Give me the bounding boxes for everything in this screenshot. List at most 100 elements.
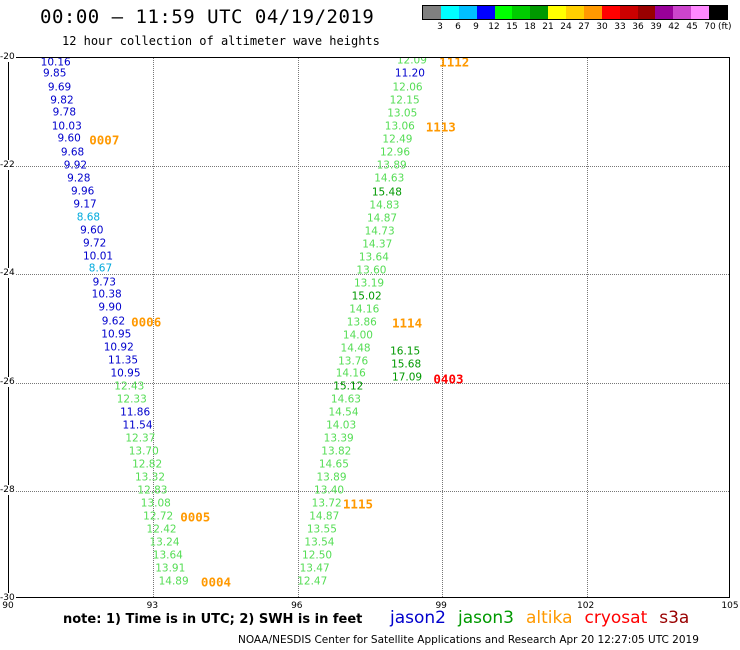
legend-item-s3a: s3a [659,608,690,628]
wave-height-value: 15.68 [391,358,422,371]
latitude-gridline [9,382,729,384]
wave-height-value: 8.67 [88,262,113,275]
wave-height-value: 9.96 [70,185,95,198]
color-scale-cell [655,6,674,19]
pass-time-label: 1112 [439,57,470,70]
color-scale-cell [512,6,531,19]
color-scale-cell [494,6,513,19]
wave-height-value: 9.92 [63,159,88,172]
wave-height-value: 12.09 [396,57,427,67]
wave-height-value: 14.16 [349,303,380,316]
wave-height-value: 13.70 [128,445,159,458]
units-note: note: 1) Time is in UTC; 2) SWH is in fe… [63,612,363,627]
color-scale-cell [548,6,566,19]
wave-height-value: 9.82 [50,94,74,107]
wave-height-value: 13.19 [354,277,385,290]
wave-height-value: 14.00 [342,329,373,342]
wave-height-value: 12.42 [146,523,177,536]
wave-height-value: 13.32 [134,471,166,484]
latitude-label: -20 [0,52,16,62]
color-scale-cell [601,6,620,19]
legend-item-altika: altika [526,608,573,628]
color-scale-legend: 3 6 9 12 15 18 21 24 27 30 33 36 39 42 45 70 (ft) [422,5,732,33]
wave-height-value: 12.82 [132,458,163,471]
color-scale-tick-label: 3 [437,22,443,32]
latitude-gridline [9,274,729,276]
color-scale-cell [458,6,477,19]
wave-height-value: 10.38 [91,288,122,301]
color-scale-cell [709,6,727,19]
latitude-label: -28 [0,484,16,495]
pass-time-label: 0004 [200,574,232,590]
wave-height-value: 14.73 [364,225,395,238]
color-scale-tick-label: 24 [560,22,572,32]
color-scale-tick-label: 15 [506,22,518,32]
footer-credit: NOAA/NESDIS Center for Satellite Applica… [238,634,699,646]
latitude-label: -30 [0,593,16,603]
color-scale-tick-label: 36 [632,22,644,32]
longitude-label: 90 [2,601,14,611]
wave-height-value: 13.76 [338,355,369,367]
wave-height-value: 13.91 [155,562,186,575]
color-scale-cell [566,6,584,19]
color-scale-tick-label: 18 [524,22,536,32]
legend-item-cryosat: cryosat [584,608,648,628]
color-scale-cell [691,6,709,19]
wave-height-value: 8.68 [76,211,101,224]
longitude-label: 102 [577,601,595,611]
pass-time-label: 1114 [392,315,423,331]
color-scale-unit: (ft) [718,22,732,32]
wave-height-value: 9.17 [73,198,97,211]
wave-height-value: 14.65 [318,458,349,471]
color-scale-cells [422,5,728,20]
longitude-label: 105 [721,601,739,611]
wave-height-value: 14.37 [362,238,393,251]
wave-height-value: 9.73 [92,276,116,288]
wave-height-value: 13.54 [304,536,335,549]
wave-height-value: 14.16 [335,367,366,380]
pass-time-label: 1115 [342,496,374,512]
wave-height-value: 10.03 [51,120,82,133]
wave-height-value: 16.15 [390,345,421,358]
color-scale-tick-label: 21 [542,22,554,32]
wave-height-value: 13.08 [140,497,171,510]
wave-height-value: 10.95 [110,367,141,380]
longitude-gridline [442,58,444,597]
wave-height-value: 9.68 [60,146,85,159]
wave-height-value: 14.48 [340,342,371,355]
wave-height-value: 14.63 [374,172,405,185]
wave-height-value: 13.60 [356,264,387,277]
wave-height-value: 15.02 [351,290,382,303]
wave-height-value: 13.39 [323,432,354,445]
color-scale-cell [673,6,692,19]
wave-height-value: 14.89 [158,575,189,588]
pass-time-label: 1113 [425,119,456,135]
wave-height-value: 9.28 [67,172,91,185]
wave-height-value: 10.16 [40,57,71,69]
wave-height-value: 14.83 [369,199,400,212]
color-scale-tick-label: 9 [473,22,479,32]
wave-height-value: 9.90 [98,301,122,314]
wave-height-value: 9.69 [47,81,72,94]
wave-height-value: 12.06 [392,81,423,94]
wave-height-value: 13.82 [321,445,352,458]
wave-height-value: 9.60 [57,132,81,145]
pass-time-label: 0403 [433,371,464,387]
wave-height-value: 13.64 [358,251,389,264]
wave-height-value: 12.33 [116,393,147,406]
wave-height-value: 12.37 [125,432,156,445]
wave-height-value: 12.83 [137,484,168,497]
longitude-gridline [153,58,155,597]
satellite-legend: jason2 jason3 altika cryosat s3a [390,608,701,628]
color-scale-cell [619,6,638,19]
wave-height-value: 15.48 [371,186,402,199]
wave-height-value: 11.86 [120,406,151,419]
color-scale-cell [583,6,602,19]
color-scale-tick-label: 42 [668,22,680,32]
wave-height-value: 12.15 [389,94,420,107]
legend-item-jason3: jason3 [458,608,514,628]
latitude-label: -24 [0,268,16,279]
color-scale-tick-label: 33 [614,22,626,32]
latitude-label: -22 [0,160,16,171]
map-plot-area: 10.16 9.85 9.69 9.82 9.78 10.03 9.60 9.68 9.92 9.… [8,57,730,598]
